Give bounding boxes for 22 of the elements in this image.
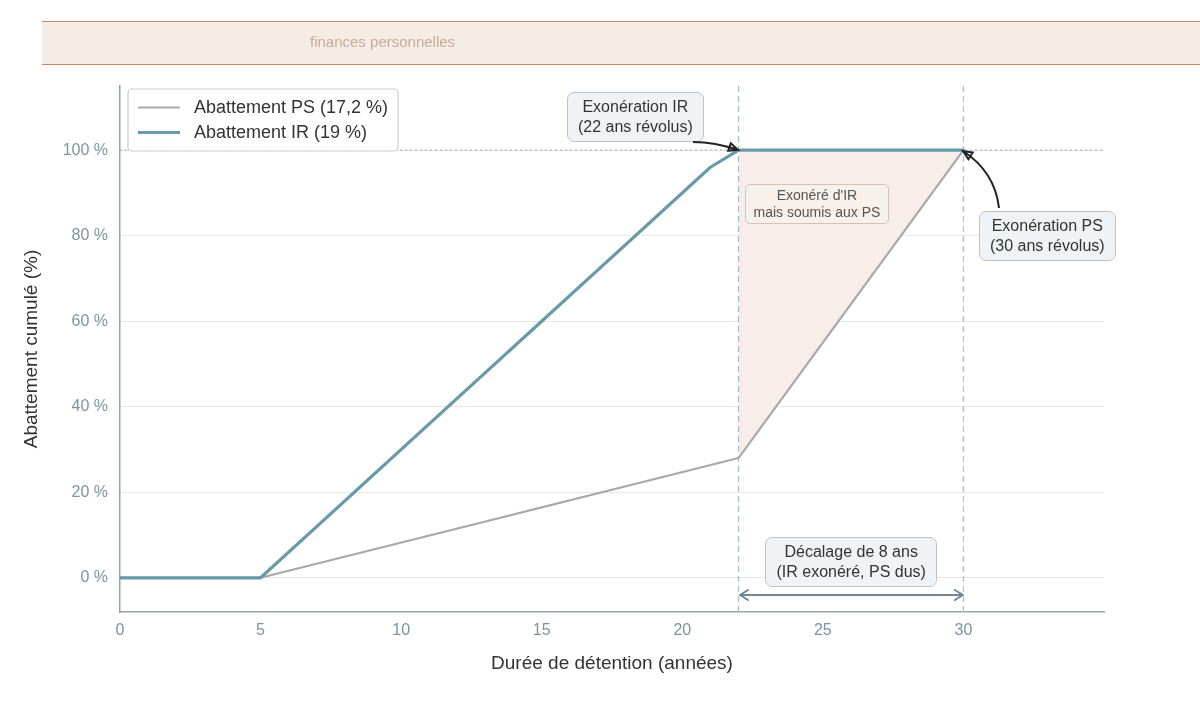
y-tick-label: 100 % bbox=[62, 140, 108, 158]
annotation: Exonération PS (30 ans révolus) bbox=[978, 211, 1116, 262]
annotation: Exonération IR (22 ans révolus) bbox=[567, 92, 704, 143]
y-tick-label: 0 % bbox=[80, 568, 108, 586]
y-axis-title: Abattement cumulé (%) bbox=[19, 249, 41, 449]
x-tick-label: 5 bbox=[256, 621, 266, 639]
x-tick-label: 0 bbox=[115, 621, 125, 639]
annotation: Exonéré d'IR mais soumis aux PS bbox=[744, 184, 890, 225]
y-tick-label: 40 % bbox=[71, 397, 108, 415]
y-tick-label: 80 % bbox=[71, 226, 108, 244]
x-tick-label: 15 bbox=[532, 621, 551, 639]
x-tick-label: 20 bbox=[673, 621, 692, 639]
y-tick-label: 60 % bbox=[71, 311, 108, 329]
x-tick-label: 25 bbox=[813, 621, 832, 639]
legend-label: Abattement PS (17,2 %) bbox=[194, 97, 389, 118]
y-tick-label: 20 % bbox=[71, 482, 108, 500]
x-axis-title: Durée de détention (années) bbox=[491, 651, 733, 673]
x-tick-label: 10 bbox=[392, 621, 411, 639]
legend-label: Abattement IR (19 %) bbox=[194, 122, 368, 143]
x-tick-label: 30 bbox=[954, 621, 973, 639]
chart-subtitle: finances personnelles bbox=[310, 33, 456, 51]
annotation: Décalage de 8 ans (IR exonéré, PS dus) bbox=[765, 537, 937, 587]
